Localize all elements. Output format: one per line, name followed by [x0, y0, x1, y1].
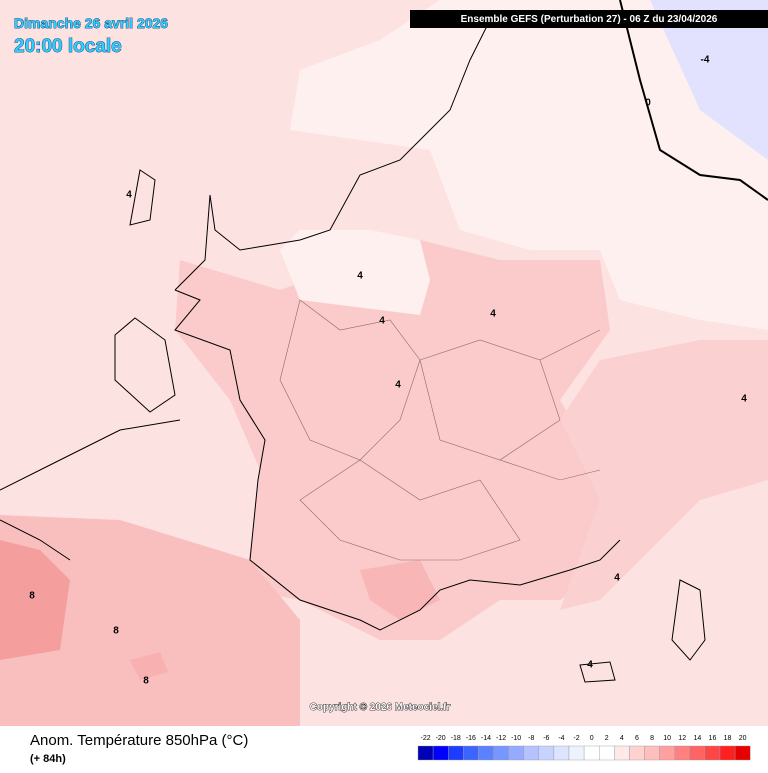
coastline [579, 661, 616, 683]
alps-warm-area [560, 340, 768, 610]
header-date: Dimanche 26 avril 2026 [14, 15, 168, 31]
legend-tick-label: 14 [693, 735, 701, 742]
legend-swatch [568, 745, 585, 761]
hot-area [0, 540, 70, 660]
legend-swatch [432, 745, 449, 761]
borders [279, 299, 601, 561]
legend-tick-label: 8 [650, 735, 654, 742]
contour-label: 4 [614, 573, 620, 584]
footer-title: Anom. Température 850hPa (°C) [30, 732, 248, 749]
legend-swatch [599, 745, 615, 761]
legend-swatch [614, 745, 630, 761]
legend-swatch [689, 745, 706, 761]
coastline [0, 419, 181, 561]
pale-area [290, 0, 768, 330]
legend-swatch [674, 745, 691, 761]
iberia-warm-area [0, 515, 300, 726]
legend-swatch [719, 745, 736, 761]
legend-tick-label: 20 [739, 735, 747, 742]
coastline [114, 317, 176, 413]
copyright: Copyright © 2026 Meteociel.fr [310, 702, 451, 713]
north-pale-area [280, 230, 430, 315]
contour-label: 8 [113, 626, 119, 637]
legend-swatch [734, 745, 751, 761]
header-time: 20:00 locale [14, 36, 122, 57]
legend-swatch [629, 745, 645, 761]
legend-swatch [448, 745, 464, 761]
legend-tick-label: 16 [709, 735, 717, 742]
legend-swatch [508, 745, 524, 761]
legend-swatch [659, 745, 675, 761]
contour-label: 4 [379, 316, 385, 327]
legend-swatch [493, 745, 509, 761]
contour-label: -4 [701, 55, 710, 66]
coastline [671, 579, 706, 661]
legend-swatch [478, 745, 494, 761]
contour-label: 4 [741, 394, 747, 405]
contour-label: 4 [490, 309, 496, 320]
contour-label: 4 [587, 660, 593, 671]
legend-tick-label: 0 [590, 735, 594, 742]
legend-tick-label: 18 [724, 735, 732, 742]
department-borders [279, 299, 601, 561]
legend-tick-label: -10 [511, 735, 521, 742]
legend-tick-label: -16 [466, 735, 476, 742]
coastline [129, 169, 156, 226]
legend-tick-label: 10 [663, 735, 671, 742]
coastline [174, 19, 491, 291]
legend-tick-label: 2 [605, 735, 609, 742]
cold-area [650, 0, 768, 160]
coastlines [0, 0, 768, 683]
legend-tick-label: 4 [620, 735, 624, 742]
contour-label: 8 [143, 676, 149, 687]
legend-swatch [553, 745, 570, 761]
legend-tick-label: -4 [558, 735, 564, 742]
contour-label: 4 [395, 380, 401, 391]
contour-label: 4 [357, 271, 363, 282]
legend-tick-label: -22 [420, 735, 430, 742]
legend-swatch [644, 745, 660, 761]
legend-tick-label: 12 [678, 735, 686, 742]
legend-swatch [523, 745, 540, 761]
legend-tick-label: -12 [496, 735, 506, 742]
contour-label: 4 [126, 190, 132, 201]
banner-background [410, 10, 768, 28]
contour-label: 8 [29, 591, 35, 602]
legend-tick-label: 6 [635, 735, 639, 742]
legend-tick-label: -18 [451, 735, 461, 742]
warm-cell [130, 652, 168, 680]
contour-label: 0 [645, 98, 651, 109]
legend-tick-label: -20 [436, 735, 446, 742]
legend-tick-label: -6 [543, 735, 549, 742]
france-warm-area [175, 240, 640, 640]
legend-swatch [417, 745, 434, 761]
legend-swatch [538, 745, 555, 761]
legend-swatch [463, 745, 479, 761]
legend-tick-label: -2 [573, 735, 579, 742]
footer-lead: (+ 84h) [30, 753, 66, 765]
legend-swatch [583, 745, 600, 761]
coastline [174, 289, 621, 631]
legend-swatch [704, 745, 721, 761]
legend-tick-label: -8 [528, 735, 534, 742]
contour-line [619, 0, 768, 201]
legend-tick-label: -14 [481, 735, 491, 742]
pyrenees-warm-area [360, 560, 440, 620]
banner: Ensemble GEFS (Perturbation 27) - 06 Z d… [461, 14, 718, 25]
